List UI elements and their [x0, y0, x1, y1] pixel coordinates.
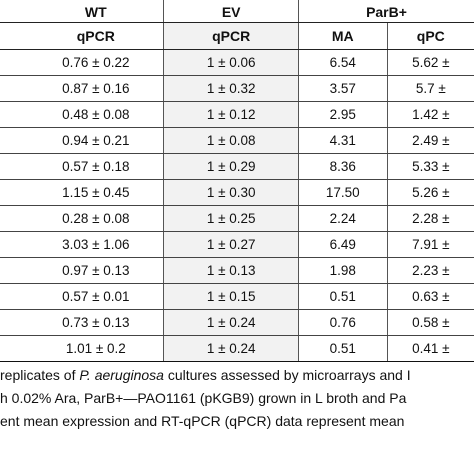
cell-parb-qpcr: 2.28 ± [386, 205, 474, 232]
cell-parb-ma: 6.49 [298, 231, 388, 258]
cell-wt-qpcr: 0.94 ± 0.21 [28, 127, 164, 154]
row-label-cell [0, 49, 29, 76]
cell-parb-ma: 0.51 [298, 283, 388, 310]
subheader-wt-qpcr: qPCR [28, 22, 164, 50]
cell-parb-qpcr: 5.33 ± [386, 153, 474, 180]
cell-ev-qpcr: 1 ± 0.24 [163, 309, 299, 336]
table-row: 1.15 ± 0.45 1 ± 0.30 17.50 5.26 ± [0, 179, 474, 206]
cell-parb-ma: 0.51 [298, 335, 388, 362]
cell-parb-qpcr: 5.7 ± [386, 75, 474, 102]
cell-parb-ma: 2.24 [298, 205, 388, 232]
cell-parb-qpcr: 7.91 ± [386, 231, 474, 258]
cell-parb-qpcr: 5.62 ± [386, 49, 474, 76]
cell-parb-qpcr: 0.41 ± [386, 335, 474, 362]
cell-wt-qpcr: 0.48 ± 0.08 [28, 101, 164, 128]
row-label-cell [0, 179, 29, 206]
group-header-row: WT EV ParB+ [0, 0, 474, 23]
table-row: 0.57 ± 0.01 1 ± 0.15 0.51 0.63 ± [0, 283, 474, 310]
cell-parb-ma: 6.54 [298, 49, 388, 76]
row-label-cell [0, 309, 29, 336]
row-label-cell [0, 283, 29, 310]
cell-wt-qpcr: 0.73 ± 0.13 [28, 309, 164, 336]
cell-ev-qpcr: 1 ± 0.06 [163, 49, 299, 76]
header-ev: EV [163, 0, 299, 23]
cell-ev-qpcr: 1 ± 0.24 [163, 335, 299, 362]
caption-line-2: h 0.02% Ara, ParB+—PAO1161 (pKGB9) grown… [0, 390, 407, 406]
cell-ev-qpcr: 1 ± 0.13 [163, 257, 299, 284]
header-wt: WT [28, 0, 164, 23]
table-row: 0.87 ± 0.16 1 ± 0.32 3.57 5.7 ± [0, 75, 474, 102]
sub-header-row: qPCR qPCR MA qPC [0, 22, 474, 50]
cell-ev-qpcr: 1 ± 0.30 [163, 179, 299, 206]
table-row: 3.03 ± 1.06 1 ± 0.27 6.49 7.91 ± [0, 231, 474, 258]
cell-ev-qpcr: 1 ± 0.25 [163, 205, 299, 232]
table-row: 0.57 ± 0.18 1 ± 0.29 8.36 5.33 ± [0, 153, 474, 180]
table-caption: replicates of P. aeruginosa cultures ass… [0, 364, 474, 433]
cell-parb-ma: 2.95 [298, 101, 388, 128]
cell-wt-qpcr: 1.01 ± 0.2 [28, 335, 164, 362]
cell-ev-qpcr: 1 ± 0.29 [163, 153, 299, 180]
cell-wt-qpcr: 0.57 ± 0.18 [28, 153, 164, 180]
row-label-cell [0, 257, 29, 284]
table-row: 0.94 ± 0.21 1 ± 0.08 4.31 2.49 ± [0, 127, 474, 154]
row-label-cell [0, 231, 29, 258]
table-row: 0.97 ± 0.13 1 ± 0.13 1.98 2.23 ± [0, 257, 474, 284]
subheader-parb-ma: MA [298, 22, 388, 50]
subheader-parb-qpcr: qPC [386, 22, 474, 50]
cell-ev-qpcr: 1 ± 0.12 [163, 101, 299, 128]
cell-wt-qpcr: 0.87 ± 0.16 [28, 75, 164, 102]
row-label-cell [0, 205, 29, 232]
row-label-cell [0, 153, 29, 180]
cell-parb-qpcr: 0.58 ± [386, 309, 474, 336]
cell-parb-ma: 17.50 [298, 179, 388, 206]
cell-wt-qpcr: 0.97 ± 0.13 [28, 257, 164, 284]
cell-ev-qpcr: 1 ± 0.32 [163, 75, 299, 102]
table-body: 0.76 ± 0.22 1 ± 0.06 6.54 5.62 ±0.87 ± 0.16… [0, 49, 474, 362]
cell-wt-qpcr: 0.57 ± 0.01 [28, 283, 164, 310]
cell-parb-ma: 3.57 [298, 75, 388, 102]
subheader-ev-qpcr: qPCR [163, 22, 299, 50]
cell-ev-qpcr: 1 ± 0.08 [163, 127, 299, 154]
cell-parb-qpcr: 2.49 ± [386, 127, 474, 154]
row-label-cell [0, 101, 29, 128]
cell-parb-ma: 4.31 [298, 127, 388, 154]
table-row: 0.28 ± 0.08 1 ± 0.25 2.24 2.28 ± [0, 205, 474, 232]
cell-parb-ma: 0.76 [298, 309, 388, 336]
cell-wt-qpcr: 3.03 ± 1.06 [28, 231, 164, 258]
caption-line-1: replicates of P. aeruginosa cultures ass… [0, 367, 411, 383]
row-label-cell [0, 75, 29, 102]
cell-wt-qpcr: 0.28 ± 0.08 [28, 205, 164, 232]
cell-parb-qpcr: 0.63 ± [386, 283, 474, 310]
expression-table: WT EV ParB+ qPCR qPCR MA qPC 0.76 ± 0.22… [0, 0, 474, 362]
row-label-cell [0, 127, 29, 154]
cell-wt-qpcr: 1.15 ± 0.45 [28, 179, 164, 206]
table-row: 0.76 ± 0.22 1 ± 0.06 6.54 5.62 ± [0, 49, 474, 76]
caption-line-3: ent mean expression and RT-qPCR (qPCR) d… [0, 413, 405, 429]
table-row: 1.01 ± 0.2 1 ± 0.24 0.51 0.41 ± [0, 335, 474, 362]
cell-parb-qpcr: 5.26 ± [386, 179, 474, 206]
cell-parb-ma: 8.36 [298, 153, 388, 180]
header-parb: ParB+ [298, 0, 474, 23]
cell-ev-qpcr: 1 ± 0.27 [163, 231, 299, 258]
cell-parb-ma: 1.98 [298, 257, 388, 284]
row-label-cell [0, 335, 29, 362]
species-name: P. aeruginosa [79, 367, 164, 383]
cell-parb-qpcr: 1.42 ± [386, 101, 474, 128]
table-row: 0.73 ± 0.13 1 ± 0.24 0.76 0.58 ± [0, 309, 474, 336]
table-row: 0.48 ± 0.08 1 ± 0.12 2.95 1.42 ± [0, 101, 474, 128]
cell-wt-qpcr: 0.76 ± 0.22 [28, 49, 164, 76]
cell-ev-qpcr: 1 ± 0.15 [163, 283, 299, 310]
cell-parb-qpcr: 2.23 ± [386, 257, 474, 284]
